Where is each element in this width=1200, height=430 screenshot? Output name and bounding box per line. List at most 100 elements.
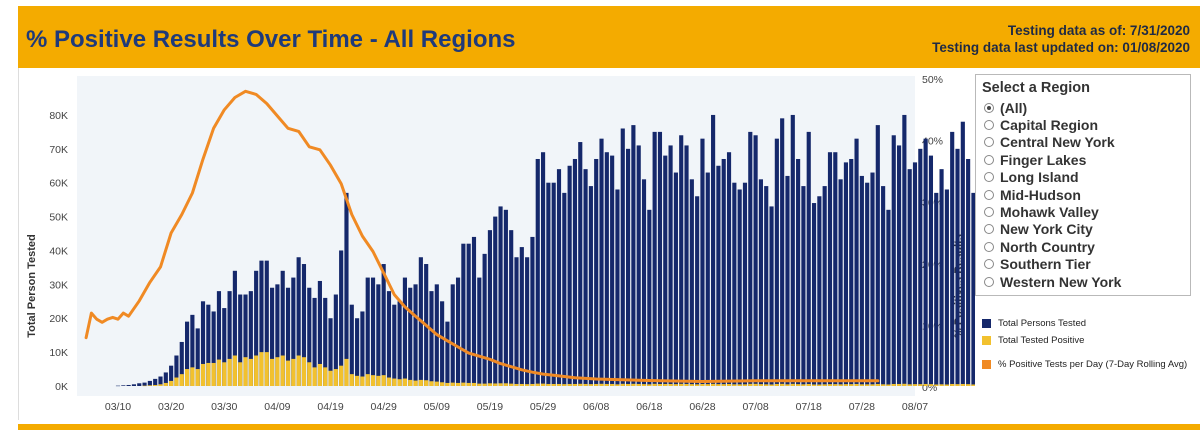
bar-total-positive: [471, 382, 477, 386]
bar-total-positive: [461, 382, 466, 386]
region-option[interactable]: (All): [984, 99, 1121, 116]
region-option[interactable]: Mohawk Valley: [984, 203, 1121, 220]
bar-total-tested: [806, 131, 811, 386]
bar-total-positive: [960, 383, 965, 386]
bar-total-positive: [285, 360, 291, 386]
bar-total-positive: [535, 383, 540, 386]
radio-button-icon[interactable]: [984, 137, 994, 148]
bar-total-tested: [466, 243, 471, 386]
bar-total-tested: [285, 287, 291, 386]
bar-total-positive: [721, 384, 726, 386]
bar-total-positive: [572, 383, 578, 386]
bar-total-positive: [689, 384, 694, 386]
region-selector-title: Select a Region: [982, 80, 1090, 96]
bar-total-tested: [413, 284, 418, 386]
radio-button-icon[interactable]: [984, 120, 994, 131]
last-updated-date: Testing data last updated on: 01/08/2020: [932, 40, 1190, 55]
bar-total-positive: [328, 370, 333, 386]
bar-total-positive: [769, 384, 774, 386]
radio-button-icon[interactable]: [984, 189, 994, 200]
bar-total-positive: [907, 384, 912, 386]
bar-total-positive: [349, 374, 354, 386]
bar-total-tested: [647, 209, 652, 386]
bar-total-tested: [668, 145, 673, 386]
radio-button-icon[interactable]: [984, 276, 994, 287]
radio-button-icon[interactable]: [984, 259, 994, 270]
bar-total-tested: [604, 152, 609, 386]
bar-total-tested: [270, 287, 275, 386]
bar-total-positive: [891, 383, 896, 386]
bar-total-tested: [530, 236, 535, 386]
bar-total-tested: [535, 158, 540, 386]
bar-total-positive: [737, 384, 742, 386]
bar-total-positive: [726, 383, 732, 386]
radio-button-icon[interactable]: [984, 172, 994, 183]
region-option[interactable]: Southern Tier: [984, 256, 1121, 273]
radio-button-icon[interactable]: [984, 154, 994, 165]
bar-total-positive: [200, 363, 206, 386]
bar-total-tested: [397, 301, 402, 386]
bar-total-tested: [796, 158, 801, 386]
bar-total-positive: [270, 358, 275, 386]
region-option[interactable]: New York City: [984, 221, 1121, 238]
bar-total-tested: [843, 162, 848, 386]
legend-label: Total Persons Tested: [998, 318, 1087, 329]
bar-total-tested: [583, 169, 588, 386]
bar-total-tested: [392, 304, 397, 386]
bar-total-tested: [774, 138, 779, 386]
bar-total-positive: [822, 384, 827, 386]
bar-total-positive: [567, 383, 572, 386]
region-option[interactable]: North Country: [984, 238, 1121, 255]
bar-total-tested: [827, 152, 833, 386]
bar-total-positive: [498, 383, 503, 386]
bar-total-positive: [408, 379, 413, 386]
region-options: (All) Capital Region Central New York Finge…: [984, 99, 1121, 290]
bar-total-tested: [966, 158, 971, 386]
region-option[interactable]: Long Island: [984, 169, 1121, 186]
bar-total-tested: [838, 179, 843, 386]
x-tick-label: 06/08: [583, 401, 609, 413]
bar-total-positive: [551, 383, 556, 386]
bar-total-positive: [657, 383, 663, 386]
radio-button-icon[interactable]: [984, 241, 994, 252]
bar-total-tested: [663, 155, 668, 386]
region-option[interactable]: Mid-Hudson: [984, 186, 1121, 203]
bar-total-tested: [222, 308, 227, 386]
bar-total-tested: [567, 165, 572, 386]
bar-total-tested: [748, 131, 753, 386]
bar-total-tested: [700, 138, 705, 386]
bar-total-positive: [711, 383, 716, 386]
bar-total-tested: [881, 186, 886, 386]
bar-total-positive: [944, 384, 949, 386]
region-option[interactable]: Western New York: [984, 273, 1121, 290]
bar-total-positive: [716, 384, 721, 386]
bar-total-tested: [216, 291, 222, 386]
radio-button-icon[interactable]: [984, 207, 994, 218]
y-tick-label: 30K: [49, 279, 68, 291]
bar-total-tested: [206, 304, 211, 386]
bar-total-tested: [211, 311, 216, 386]
bar-total-tested: [498, 206, 503, 386]
bar-total-tested: [365, 277, 370, 386]
bar-total-tested: [461, 243, 466, 386]
region-option[interactable]: Capital Region: [984, 116, 1121, 133]
radio-button-icon[interactable]: [984, 224, 994, 235]
bar-total-tested: [370, 277, 376, 386]
bar-total-tested: [594, 158, 599, 386]
bar-total-positive: [519, 383, 524, 386]
region-option[interactable]: Finger Lakes: [984, 151, 1121, 168]
bar-total-tested: [918, 148, 923, 386]
bar-total-positive: [918, 384, 923, 386]
bar-total-positive: [966, 384, 971, 386]
bar-total-positive: [843, 384, 848, 386]
bar-total-tested: [641, 179, 647, 386]
bar-total-tested: [928, 155, 934, 386]
radio-button-icon[interactable]: [984, 102, 994, 113]
bar-total-positive: [376, 375, 381, 386]
bar-total-tested: [514, 257, 519, 386]
bar-total-tested: [408, 287, 413, 386]
region-option[interactable]: Central New York: [984, 134, 1121, 151]
bar-total-positive: [174, 377, 179, 386]
x-tick-label: 05/09: [424, 401, 450, 413]
bar-total-positive: [344, 358, 349, 386]
